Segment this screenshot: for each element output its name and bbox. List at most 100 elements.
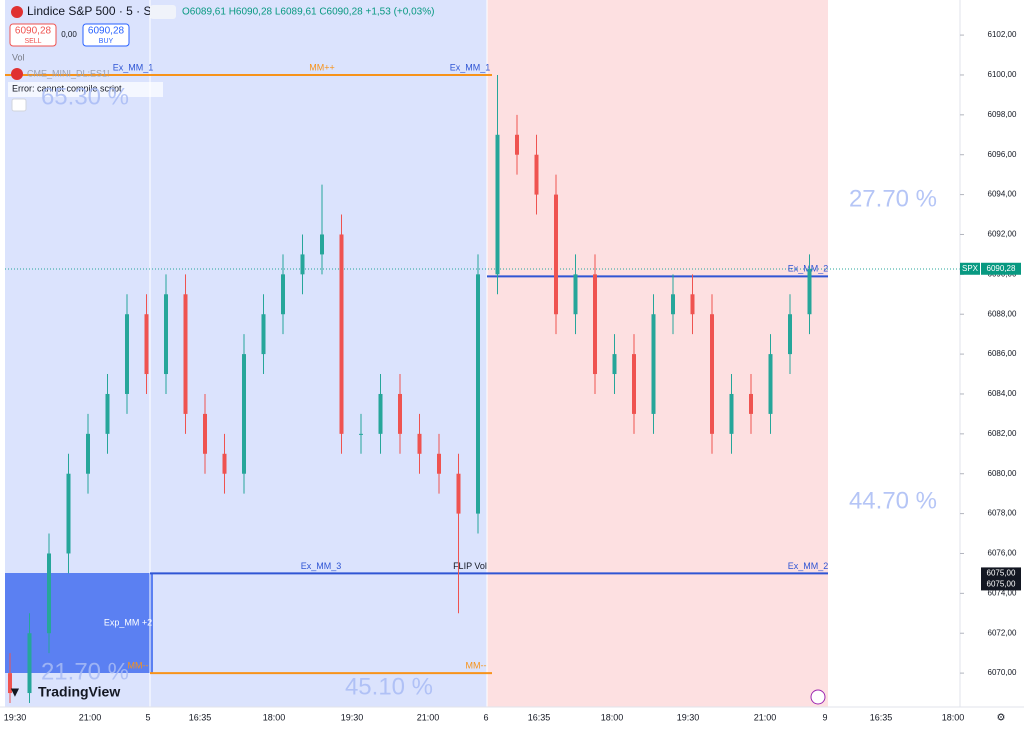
y-tick-label: 6078,00 xyxy=(988,509,1017,518)
level-label: Ex_MM_3 xyxy=(301,561,342,571)
second-symbol[interactable]: CME_MINI_DL:ES1! xyxy=(27,68,110,78)
candle-body xyxy=(495,134,500,275)
candle-body xyxy=(807,268,812,315)
y-tick-label: 6098,00 xyxy=(988,110,1017,119)
candle-body xyxy=(476,274,480,514)
sell-button[interactable] xyxy=(9,23,57,47)
price-badge xyxy=(981,567,1021,580)
x-tick-label: 16:35 xyxy=(189,712,212,722)
error: Error: cannot compile script xyxy=(12,83,122,93)
vol-label[interactable]: Vol xyxy=(12,52,25,62)
level-label: MM++ xyxy=(309,62,335,72)
buy-label: BUY xyxy=(99,38,114,45)
candle-body xyxy=(378,393,383,434)
candle-body xyxy=(632,354,636,414)
candle-body xyxy=(359,433,363,435)
y-tick-label: 6096,00 xyxy=(988,150,1017,159)
sell-price: 6090,28 xyxy=(15,26,52,37)
candle-body xyxy=(768,354,773,414)
level-label: Ex_MM_2 xyxy=(788,264,829,274)
settings-icon[interactable]: ⚙ xyxy=(997,713,1006,724)
zone-percent: 27.70 % xyxy=(849,185,937,212)
x-tick-label: 19:30 xyxy=(4,712,27,722)
candle-body xyxy=(105,393,110,434)
candle-body xyxy=(300,254,305,275)
ohlc: O6089,61 H6090,28 L6089,61 C6090,28 +1,5… xyxy=(182,7,434,18)
candle-body xyxy=(261,314,266,355)
y-tick-label: 6094,00 xyxy=(988,190,1017,199)
x-tick-label: 19:30 xyxy=(677,712,700,722)
candle-body xyxy=(554,194,558,315)
y-tick-label: 6100,00 xyxy=(988,70,1017,79)
y-tick-label: 6092,00 xyxy=(988,230,1017,239)
error-bg xyxy=(8,82,163,97)
level-label: Ex_MM_1 xyxy=(450,62,491,72)
candle-body xyxy=(612,354,617,375)
lightning-button[interactable] xyxy=(810,689,826,705)
candle-body xyxy=(788,314,792,355)
logo-text: TradingView xyxy=(38,684,120,700)
y-tick-label: 6076,00 xyxy=(988,549,1017,558)
candle-body xyxy=(339,234,344,434)
candle-body xyxy=(710,314,714,434)
candle-body xyxy=(66,473,71,554)
candle-body xyxy=(144,314,149,375)
candle-body xyxy=(203,413,207,454)
x-tick-label: 21:00 xyxy=(417,712,440,722)
candle-body xyxy=(320,234,324,255)
candle-body xyxy=(86,433,90,474)
candle-body xyxy=(671,294,675,315)
candle-body xyxy=(749,393,753,414)
candle-body xyxy=(281,274,285,315)
x-tick-label: 21:00 xyxy=(754,712,777,722)
x-tick-label: 16:35 xyxy=(528,712,551,722)
candle-body xyxy=(8,673,12,694)
candle-body xyxy=(222,453,227,474)
x-tick-label: 19:30 xyxy=(341,712,364,722)
badge-tag-label: SPX xyxy=(962,264,979,273)
y-tick-label: 6072,00 xyxy=(988,628,1017,637)
level-label: Ex_MM_1 xyxy=(113,62,154,72)
badge-tag xyxy=(960,262,980,275)
x-tick-label: 18:00 xyxy=(942,712,965,722)
price-badge xyxy=(981,262,1021,275)
zone-percent: 45.10 % xyxy=(345,673,433,700)
price-badge xyxy=(981,578,1021,591)
y-tick-label: 6086,00 xyxy=(988,349,1017,358)
level-label: MM-- xyxy=(128,660,149,670)
y-tick-label: 6084,00 xyxy=(988,389,1017,398)
candle-body xyxy=(690,294,695,315)
candle-body xyxy=(729,393,734,434)
zone-percent: 44.70 % xyxy=(849,487,937,514)
sell-label: SELL xyxy=(24,38,41,45)
x-tick-label: 16:35 xyxy=(870,712,893,722)
candle-body xyxy=(651,314,656,414)
price-badge-label: 6075,00 xyxy=(987,569,1016,578)
candle-body xyxy=(534,154,539,195)
y-tick-label: 6102,00 xyxy=(988,30,1017,39)
symbol[interactable]: Lindice S&P 500 · 5 · SP xyxy=(27,4,160,18)
candle-body xyxy=(456,473,461,514)
zone-percent: 65.30 % xyxy=(41,83,129,110)
zone-pink xyxy=(487,0,828,707)
candle-body xyxy=(417,433,422,454)
box-label: Exp_MM +2 xyxy=(104,617,152,627)
candle-body xyxy=(398,393,402,434)
buy-button[interactable] xyxy=(82,23,130,47)
candle-body xyxy=(437,453,441,474)
candle-body xyxy=(27,633,32,694)
y-tick-label: 6070,00 xyxy=(988,668,1017,677)
time-axis xyxy=(0,707,1024,731)
collapse-button[interactable] xyxy=(11,98,27,112)
x-tick-label: 5 xyxy=(145,712,150,722)
candle-body xyxy=(242,354,246,474)
candle-body xyxy=(164,294,168,375)
y-tick-label: 6080,00 xyxy=(988,469,1017,478)
candle-body xyxy=(47,553,51,634)
candle-body xyxy=(515,134,519,155)
spread: 0,00 xyxy=(61,30,77,39)
flag-buttons[interactable] xyxy=(150,5,176,19)
x-tick-label: 6 xyxy=(483,712,488,722)
x-tick-label: 21:00 xyxy=(79,712,102,722)
